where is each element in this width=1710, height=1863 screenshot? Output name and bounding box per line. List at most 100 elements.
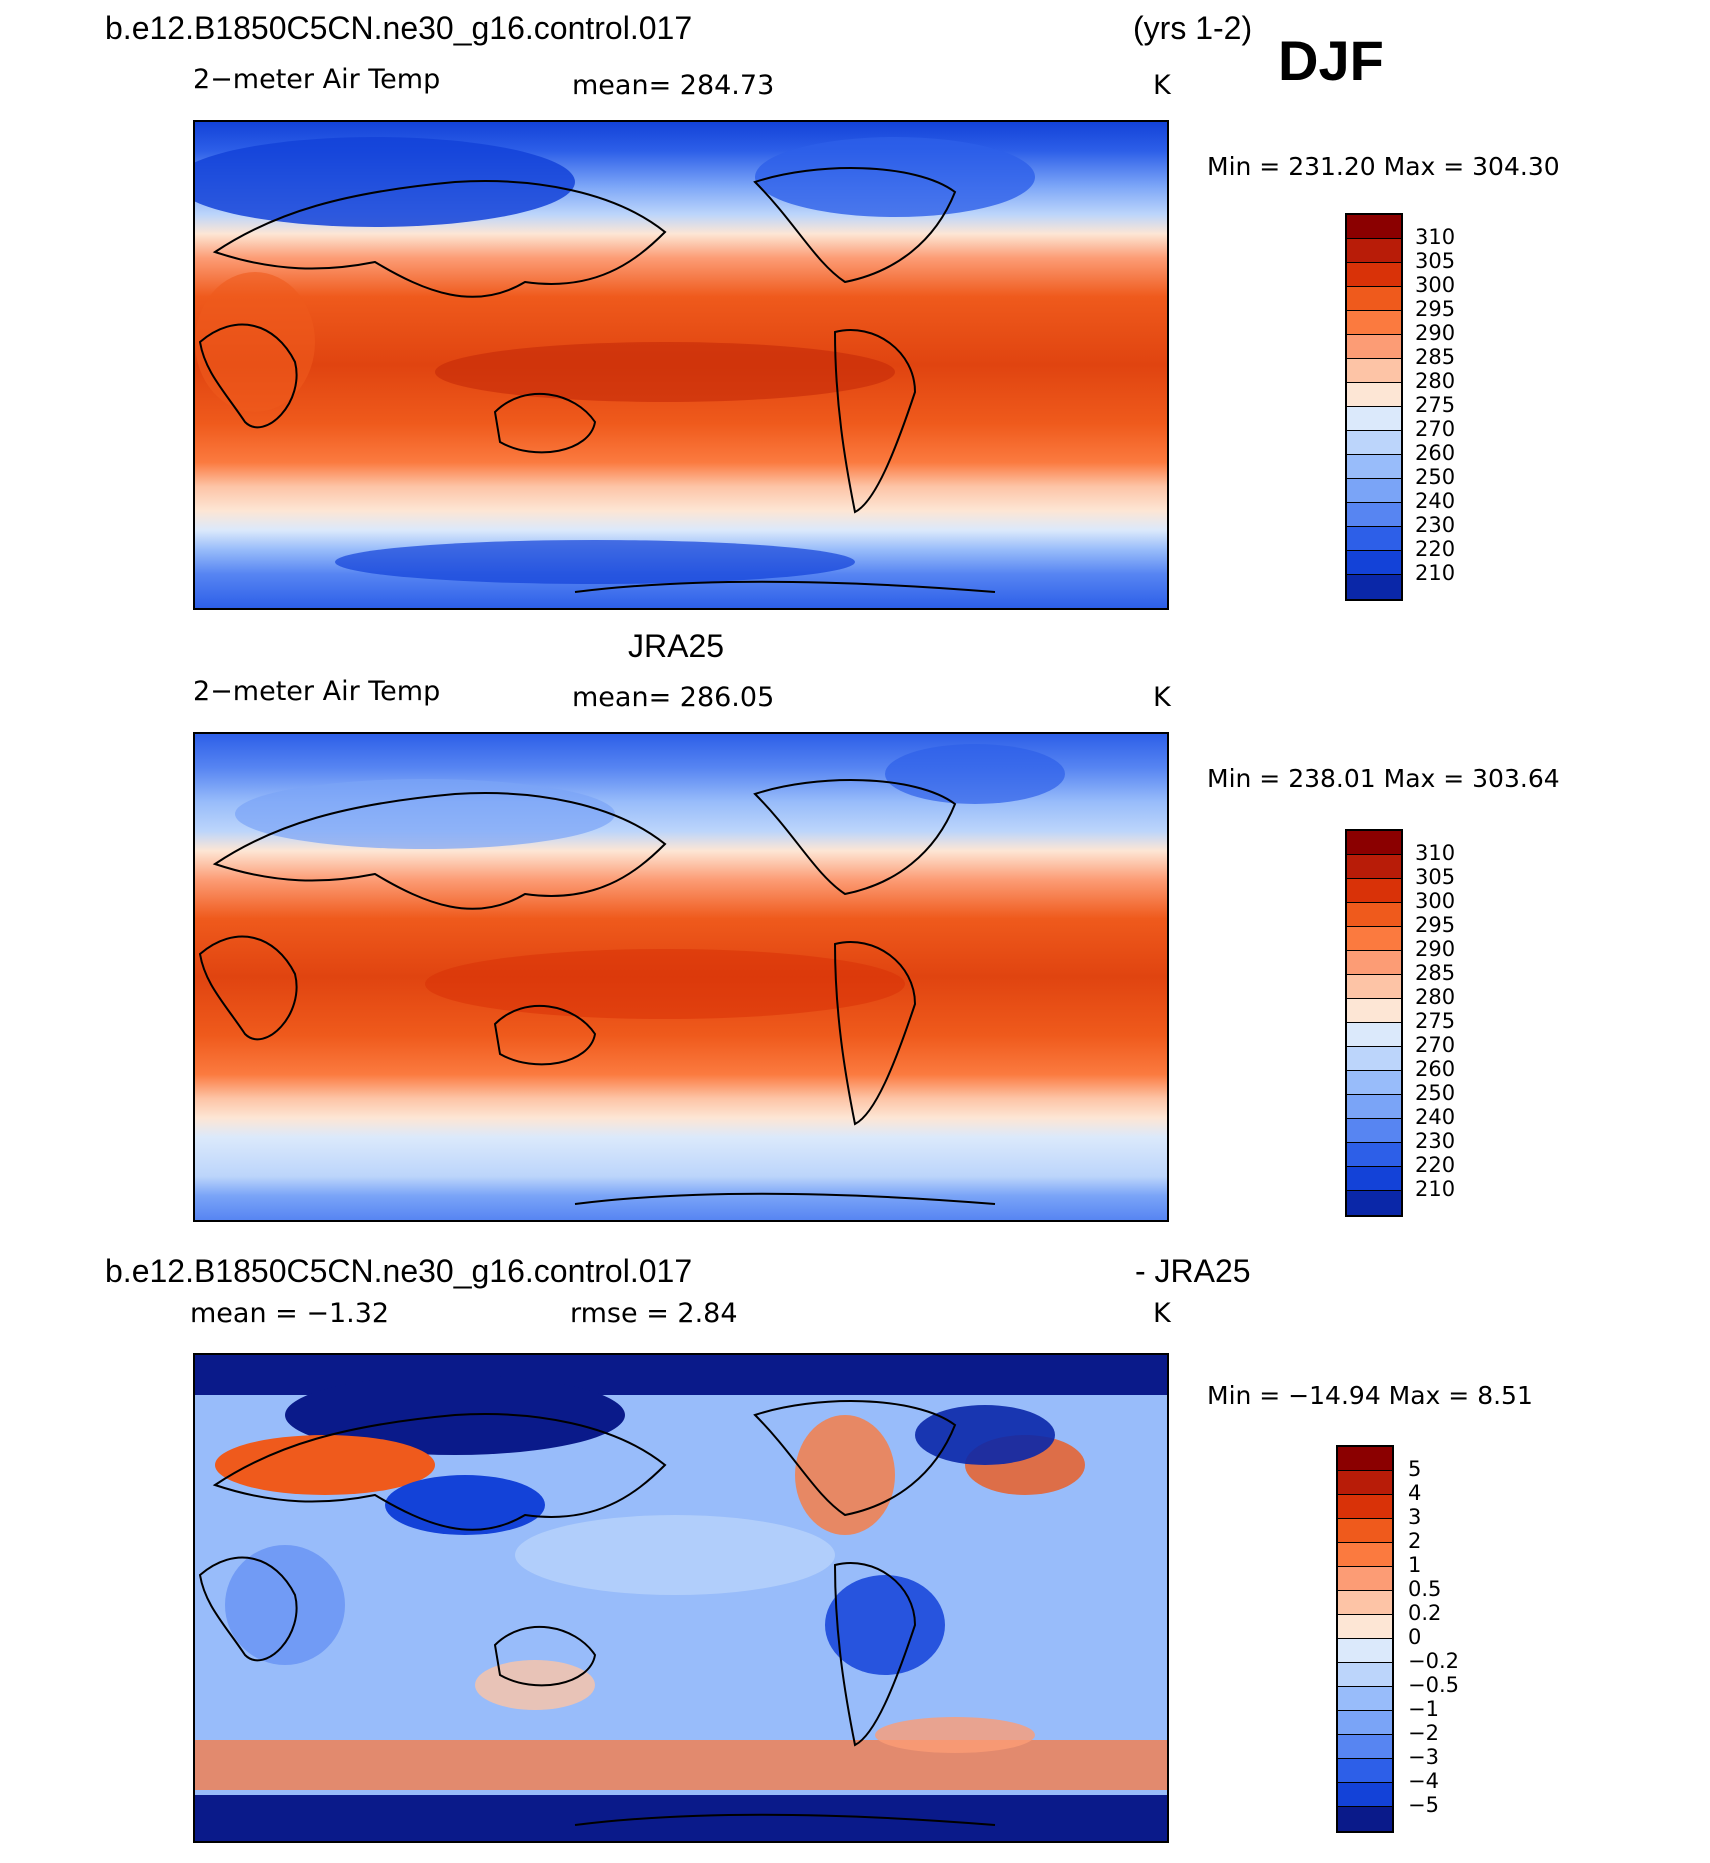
colorbar-segment bbox=[1347, 1167, 1401, 1191]
panel-2-units: K bbox=[1153, 682, 1171, 713]
panel-1-minmax: Min = 231.20 Max = 304.30 bbox=[1207, 152, 1560, 181]
colorbar-segment bbox=[1347, 855, 1401, 879]
panel-1-temperature-map bbox=[193, 120, 1169, 610]
colorbar-tick-label: 220 bbox=[1415, 1153, 1456, 1177]
colorbar-tick-label: 280 bbox=[1415, 985, 1456, 1009]
colorbar-segment bbox=[1338, 1639, 1392, 1663]
panel-3-mean-label: mean = −1.32 bbox=[190, 1298, 390, 1329]
colorbar-segment bbox=[1347, 951, 1401, 975]
colorbar-segment bbox=[1347, 551, 1401, 575]
colorbar-segment bbox=[1338, 1807, 1392, 1831]
panel-1-colorbar-labels: 310 305 300 295 290 285 280 275 270 260 250 240 230 2… bbox=[1415, 225, 1455, 585]
colorbar-tick-label: 300 bbox=[1415, 273, 1456, 297]
years-label: (yrs 1-2) bbox=[1133, 10, 1253, 46]
colorbar-segment bbox=[1338, 1447, 1392, 1471]
panel-2-variable-label: 2−meter Air Temp bbox=[193, 676, 441, 707]
colorbar-tick-label: 4 bbox=[1408, 1481, 1422, 1505]
colorbar-tick-label: 230 bbox=[1415, 1129, 1456, 1153]
colorbar-tick-label: 285 bbox=[1415, 345, 1456, 369]
colorbar-tick-label: 1 bbox=[1408, 1553, 1422, 1577]
panel-3-title-left: b.e12.B1850C5CN.ne30_g16.control.017 bbox=[105, 1253, 693, 1289]
colorbar-segment bbox=[1347, 1191, 1401, 1215]
colorbar-tick-label: 270 bbox=[1415, 417, 1456, 441]
colorbar-segment bbox=[1347, 575, 1401, 599]
panel-3-title-right: - JRA25 bbox=[1135, 1253, 1251, 1289]
colorbar-tick-label: −4 bbox=[1408, 1769, 1439, 1793]
colorbar-segment bbox=[1338, 1495, 1392, 1519]
colorbar-tick-label: 310 bbox=[1415, 225, 1456, 249]
panel-3-colorbar-labels: 5 4 3 2 1 0.5 0.2 0 −0.2 −0.5 −1 −2 −3 −4 −5 bbox=[1408, 1457, 1459, 1817]
colorbar-tick-label: 3 bbox=[1408, 1505, 1422, 1529]
colorbar-segment bbox=[1347, 1095, 1401, 1119]
colorbar-segment bbox=[1338, 1783, 1392, 1807]
colorbar-tick-label: 270 bbox=[1415, 1033, 1456, 1057]
colorbar-segment bbox=[1347, 335, 1401, 359]
panel-3-difference-map bbox=[193, 1353, 1169, 1843]
colorbar-tick-label: −3 bbox=[1408, 1745, 1439, 1769]
colorbar-segment bbox=[1347, 479, 1401, 503]
colorbar-segment bbox=[1347, 527, 1401, 551]
panel-1-units: K bbox=[1153, 70, 1171, 101]
colorbar-tick-label: 0.2 bbox=[1408, 1601, 1442, 1625]
colorbar-segment bbox=[1347, 927, 1401, 951]
colorbar-segment bbox=[1347, 1023, 1401, 1047]
colorbar-segment bbox=[1338, 1735, 1392, 1759]
colorbar-tick-label: 290 bbox=[1415, 321, 1456, 345]
colorbar-tick-label: 260 bbox=[1415, 441, 1456, 465]
colorbar-segment bbox=[1347, 383, 1401, 407]
colorbar-tick-label: 210 bbox=[1415, 561, 1456, 585]
colorbar-tick-label: 210 bbox=[1415, 1177, 1456, 1201]
colorbar-tick-label: 2 bbox=[1408, 1529, 1422, 1553]
colorbar-tick-label: 260 bbox=[1415, 1057, 1456, 1081]
colorbar-tick-label: 300 bbox=[1415, 889, 1456, 913]
colorbar-tick-label: 230 bbox=[1415, 513, 1456, 537]
colorbar-tick-label: 295 bbox=[1415, 297, 1456, 321]
colorbar-segment bbox=[1347, 879, 1401, 903]
colorbar-tick-label: 305 bbox=[1415, 865, 1456, 889]
colorbar-tick-label: −2 bbox=[1408, 1721, 1439, 1745]
panel-2-mean-label: mean= 286.05 bbox=[572, 682, 775, 713]
colorbar-segment bbox=[1338, 1615, 1392, 1639]
colorbar-tick-label: 295 bbox=[1415, 913, 1456, 937]
colorbar-segment bbox=[1347, 215, 1401, 239]
colorbar-segment bbox=[1338, 1663, 1392, 1687]
colorbar-segment bbox=[1347, 1071, 1401, 1095]
colorbar-segment bbox=[1338, 1687, 1392, 1711]
colorbar-segment bbox=[1347, 831, 1401, 855]
colorbar-segment bbox=[1338, 1543, 1392, 1567]
colorbar-tick-label: −1 bbox=[1408, 1697, 1439, 1721]
panel-2-colorbar bbox=[1345, 829, 1403, 1217]
colorbar-segment bbox=[1347, 311, 1401, 335]
colorbar-tick-label: 0 bbox=[1408, 1625, 1422, 1649]
colorbar-segment bbox=[1347, 287, 1401, 311]
colorbar-tick-label: 240 bbox=[1415, 489, 1456, 513]
colorbar-segment bbox=[1347, 239, 1401, 263]
colorbar-segment bbox=[1347, 999, 1401, 1023]
colorbar-tick-label: 310 bbox=[1415, 841, 1456, 865]
colorbar-tick-label: 250 bbox=[1415, 1081, 1456, 1105]
colorbar-tick-label: 240 bbox=[1415, 1105, 1456, 1129]
season-label: DJF bbox=[1278, 29, 1384, 92]
colorbar-tick-label: 220 bbox=[1415, 537, 1456, 561]
panel-3-rmse-label: rmse = 2.84 bbox=[570, 1298, 738, 1329]
case-title: b.e12.B1850C5CN.ne30_g16.control.017 bbox=[105, 10, 693, 46]
panel-2-temperature-map bbox=[193, 732, 1169, 1222]
colorbar-segment bbox=[1338, 1591, 1392, 1615]
colorbar-segment bbox=[1347, 903, 1401, 927]
colorbar-segment bbox=[1338, 1759, 1392, 1783]
panel-1-mean-label: mean= 284.73 bbox=[572, 70, 775, 101]
panel-3-minmax: Min = −14.94 Max = 8.51 bbox=[1207, 1381, 1533, 1410]
colorbar-tick-label: 285 bbox=[1415, 961, 1456, 985]
colorbar-tick-label: 5 bbox=[1408, 1457, 1422, 1481]
colorbar-segment bbox=[1347, 431, 1401, 455]
colorbar-segment bbox=[1347, 975, 1401, 999]
colorbar-segment bbox=[1338, 1567, 1392, 1591]
colorbar-segment bbox=[1347, 1143, 1401, 1167]
colorbar-tick-label: 305 bbox=[1415, 249, 1456, 273]
colorbar-segment bbox=[1347, 263, 1401, 287]
colorbar-segment bbox=[1347, 1047, 1401, 1071]
panel-1-variable-label: 2−meter Air Temp bbox=[193, 64, 441, 95]
panel-3-units: K bbox=[1153, 1298, 1171, 1329]
colorbar-tick-label: 275 bbox=[1415, 393, 1456, 417]
colorbar-tick-label: −0.5 bbox=[1408, 1673, 1459, 1697]
